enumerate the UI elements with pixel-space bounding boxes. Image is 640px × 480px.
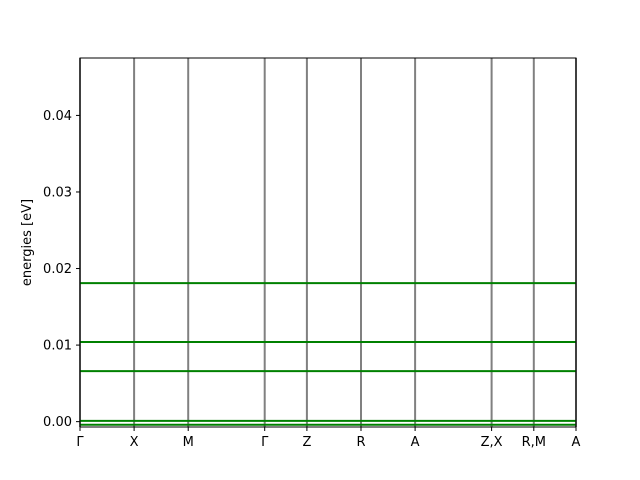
y-tick-label: 0.04 bbox=[43, 109, 72, 124]
x-tick-label: A bbox=[572, 435, 581, 450]
x-tick-label: A bbox=[411, 435, 420, 450]
x-tick-label: M bbox=[183, 435, 194, 450]
x-tick-label: Z,X bbox=[481, 435, 503, 450]
x-tick-label: Z bbox=[302, 435, 311, 450]
y-tick-label: 0.01 bbox=[43, 339, 72, 354]
x-tick-label: R bbox=[356, 435, 365, 450]
y-axis-label: energies [eV] bbox=[20, 199, 35, 286]
x-tick-label: Γ bbox=[261, 435, 269, 450]
x-tick-label: R,M bbox=[522, 435, 546, 450]
x-tick-label: X bbox=[130, 435, 139, 450]
y-tick-label: 0.03 bbox=[43, 185, 72, 200]
y-tick-label: 0.02 bbox=[43, 262, 72, 277]
y-tick-label: 0.00 bbox=[43, 415, 72, 430]
x-tick-label: Γ bbox=[76, 435, 84, 450]
